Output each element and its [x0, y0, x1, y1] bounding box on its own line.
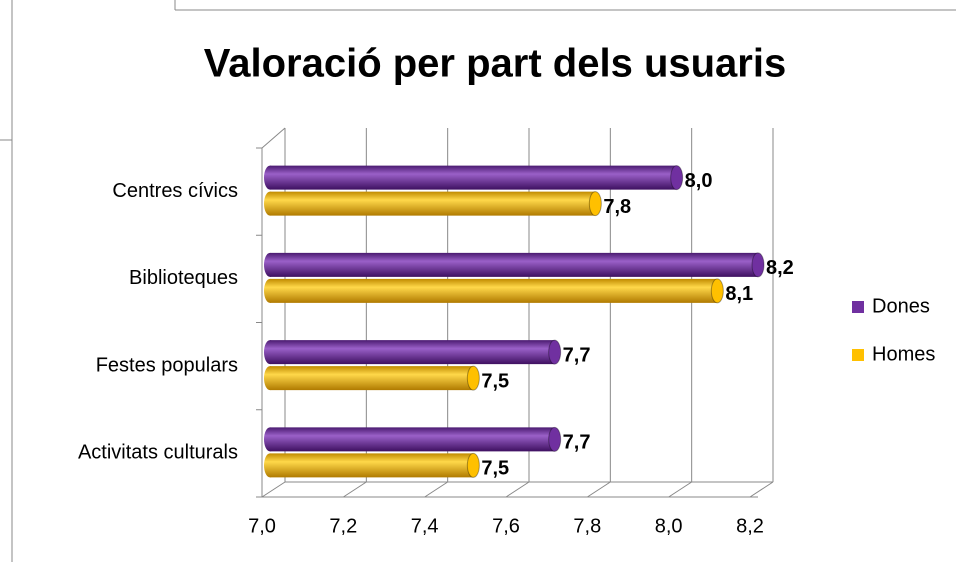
x-tick-label: 7,0	[248, 515, 276, 537]
bar	[264, 252, 765, 278]
bar-base	[264, 340, 276, 365]
x-tick-label: 7,4	[411, 515, 439, 537]
x-tick-label: 7,6	[492, 515, 520, 537]
bar-body	[270, 252, 758, 277]
data-label: 7,7	[563, 432, 591, 454]
x-tick-label: 8,0	[655, 515, 683, 537]
y-tick-label: Activitats culturals	[78, 442, 238, 464]
bar	[264, 339, 562, 365]
bar-cap	[710, 278, 724, 304]
bar	[264, 452, 480, 478]
bar-body	[270, 191, 596, 216]
bar-body	[270, 340, 555, 365]
y-tick-label: Festes populars	[96, 354, 238, 376]
bar-base	[264, 191, 276, 216]
bar-body	[270, 165, 677, 190]
bar-cap	[548, 426, 562, 452]
bar-body	[270, 427, 555, 452]
data-label: 8,1	[725, 283, 753, 305]
bar	[264, 365, 480, 391]
bar-base	[264, 278, 276, 303]
grid-floor	[505, 481, 530, 498]
bar-base	[264, 252, 276, 277]
data-label: 7,8	[603, 196, 631, 218]
grid-floor	[749, 481, 774, 498]
bar	[264, 278, 724, 304]
bar-base	[264, 366, 276, 391]
bar-cap	[548, 339, 562, 365]
grid-floor	[261, 481, 286, 498]
bar-body	[270, 453, 474, 478]
side-top	[261, 127, 286, 149]
grid-floor	[343, 481, 367, 498]
grid-floor	[587, 481, 611, 498]
data-label: 7,7	[563, 344, 591, 366]
bar-base	[264, 427, 276, 452]
y-tick-label: Biblioteques	[129, 267, 238, 289]
bar-cap	[466, 452, 480, 478]
bar	[264, 426, 562, 452]
legend-swatch	[852, 349, 864, 361]
data-label: 7,5	[481, 458, 509, 480]
x-tick-label: 7,2	[329, 515, 357, 537]
bar-base	[264, 453, 276, 478]
bar-cap	[751, 252, 765, 278]
plot: 7,0 7,2 7,4 7,6 7,8 8,0 8,2 Centres cívics 8,0 7,…	[78, 127, 935, 537]
legend-label: Homes	[872, 343, 935, 365]
x-tick-label: 8,2	[736, 515, 764, 537]
grid-floor	[668, 481, 692, 498]
bar	[264, 191, 602, 217]
bar	[264, 165, 684, 191]
chart-title: Valoració per part dels usuaris	[204, 42, 786, 86]
data-label: 8,2	[766, 257, 794, 279]
bar-cap	[588, 191, 602, 217]
legend-swatch	[852, 301, 864, 313]
bar-cap	[670, 165, 684, 191]
legend-label: Dones	[872, 295, 930, 317]
data-label: 7,5	[481, 370, 509, 392]
bar-base	[264, 165, 276, 190]
grid-floor	[424, 481, 448, 498]
bar-body	[270, 366, 474, 391]
y-tick-label: Centres cívics	[112, 180, 238, 202]
x-tick-label: 7,8	[573, 515, 601, 537]
bar-cap	[466, 365, 480, 391]
data-label: 8,0	[685, 170, 713, 192]
bar-body	[270, 278, 718, 303]
